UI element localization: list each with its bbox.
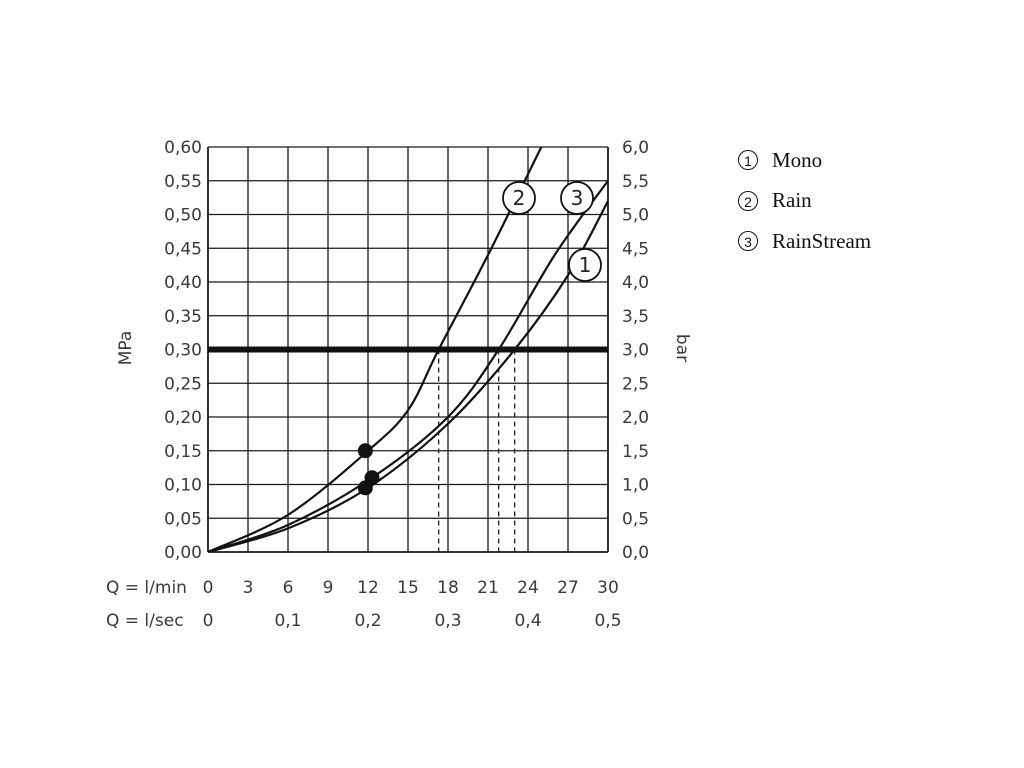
x-axis-title-sec: Q = l/sec — [106, 611, 184, 631]
legend-item-rain: 2 Rain — [738, 181, 871, 222]
y-tick-left: 0,15 — [164, 442, 202, 462]
y-axis-title-right: bar — [672, 334, 692, 362]
series-marker-2 — [357, 443, 373, 459]
x-tick-min: 30 — [597, 578, 619, 598]
x-tick-min: 12 — [357, 578, 379, 598]
y-tick-right: 4,5 — [622, 239, 649, 259]
y-tick-right: 2,5 — [622, 374, 649, 394]
series-line-2 — [208, 147, 543, 552]
x-tick-min: 21 — [477, 578, 499, 598]
y-tick-right: 3,0 — [622, 341, 649, 361]
y-tick-right: 6,0 — [622, 138, 649, 158]
series-curves — [208, 147, 608, 552]
y-ticks-right: 0,0 0,5 1,0 1,5 2,0 2,5 3,0 3,5 4,0 4,5 5,0 5,5 6,0 — [622, 138, 649, 563]
series-tag-1: 1 — [579, 253, 592, 277]
x-tick-sec: 0 — [203, 611, 214, 631]
y-tick-left: 0,35 — [164, 307, 202, 327]
x-tick-min: 24 — [517, 578, 539, 598]
x-tick-min: 0 — [203, 578, 214, 598]
y-tick-left: 0,45 — [164, 239, 202, 259]
y-tick-right: 5,0 — [622, 206, 649, 226]
y-axis-title-left: MPa — [116, 331, 136, 366]
x-ticks: 0 3 6 9 12 15 18 21 24 27 30 0 0,1 0,2 0,3 0,4 0,5 — [203, 578, 622, 631]
x-tick-min: 15 — [397, 578, 419, 598]
series-tag-2: 2 — [513, 186, 526, 210]
x-axis-title-min: Q = l/min — [106, 578, 187, 598]
y-ticks-left: 0,00 0,05 0,10 0,15 0,20 0,25 0,30 0,35 0,40 0,45… — [164, 138, 202, 563]
y-tick-left: 0,25 — [164, 374, 202, 394]
x-tick-min: 6 — [283, 578, 294, 598]
x-tick-sec: 0,5 — [594, 611, 621, 631]
series-line-3 — [208, 180, 608, 552]
legend-label-rain: Rain — [772, 188, 812, 213]
y-tick-left: 0,05 — [164, 509, 202, 529]
legend-label-mono: Mono — [772, 147, 823, 172]
y-tick-right: 2,0 — [622, 408, 649, 428]
y-tick-left: 0,10 — [164, 476, 202, 496]
x-tick-min: 9 — [323, 578, 334, 598]
series-tag-circle-2 — [502, 181, 536, 215]
x-tick-min: 18 — [437, 578, 459, 598]
legend-number-3: 3 — [738, 231, 758, 252]
y-tick-left: 0,50 — [164, 206, 202, 226]
x-tick-sec: 0,2 — [354, 611, 381, 631]
x-tick-min: 27 — [557, 578, 579, 598]
legend-label-rainstream: RainStream — [772, 228, 872, 253]
x-tick-sec: 0,1 — [274, 611, 301, 631]
series-markers — [357, 443, 380, 496]
series-tags: 1 2 3 — [502, 181, 602, 282]
legend-item-rainstream: 3 RainStream — [738, 221, 871, 262]
x-tick-min: 3 — [243, 578, 254, 598]
y-tick-right: 3,5 — [622, 307, 649, 327]
series-tag-circle-1 — [568, 248, 602, 282]
legend-item-mono: 1 Mono — [738, 140, 871, 181]
y-tick-left: 0,30 — [164, 341, 202, 361]
y-tick-left: 0,40 — [164, 273, 202, 293]
y-tick-left: 0,60 — [164, 138, 202, 158]
x-tick-sec: 0,4 — [514, 611, 541, 631]
drop-lines — [438, 349, 516, 552]
y-tick-right: 0,0 — [622, 543, 649, 563]
series-tag-circle-3 — [560, 181, 594, 215]
y-tick-left: 0,00 — [164, 543, 202, 563]
series-tag-3: 3 — [571, 186, 584, 210]
y-tick-right: 0,5 — [622, 509, 649, 529]
y-tick-left: 0,55 — [164, 172, 202, 192]
y-tick-right: 1,5 — [622, 442, 649, 462]
y-tick-left: 0,20 — [164, 408, 202, 428]
legend-number-1: 1 — [738, 150, 758, 171]
y-tick-right: 4,0 — [622, 273, 649, 293]
legend-number-2: 2 — [738, 190, 758, 211]
x-tick-sec: 0,3 — [434, 611, 461, 631]
y-tick-right: 1,0 — [622, 476, 649, 496]
legend: 1 Mono 2 Rain 3 RainStream — [738, 140, 871, 262]
y-tick-right: 5,5 — [622, 172, 649, 192]
series-marker-3 — [364, 470, 380, 486]
series-line-1 — [208, 200, 608, 552]
